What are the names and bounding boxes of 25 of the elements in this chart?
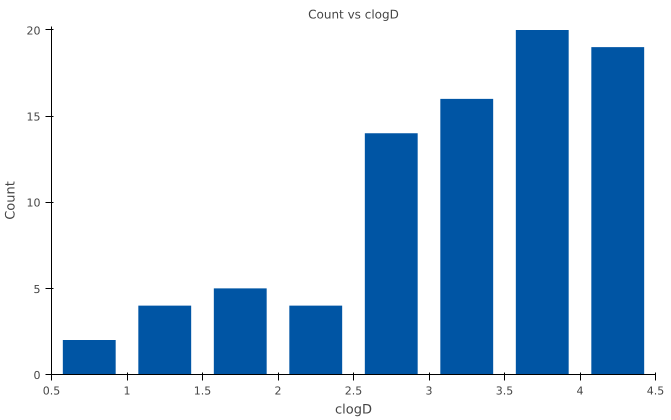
y-tick-label: 15	[26, 110, 41, 124]
y-tick-label: 20	[26, 24, 41, 38]
x-tick-label: 2	[274, 384, 282, 398]
y-tick-label: 10	[26, 196, 41, 210]
x-tick-label: 3	[426, 384, 432, 398]
bar	[440, 98, 494, 374]
y-axis-title: Count	[4, 181, 19, 220]
bar	[591, 47, 644, 374]
x-tick-label: 1.5	[194, 384, 212, 398]
bar	[138, 306, 192, 374]
x-tick-label: 4	[576, 384, 584, 398]
x-tick-label: 0.5	[42, 384, 60, 398]
x-axis-title: clogD	[335, 402, 372, 418]
chart-title: Count vs clogD	[308, 8, 399, 22]
bar	[214, 288, 267, 374]
bar	[62, 340, 116, 374]
x-tick-label: 1	[124, 384, 130, 398]
x-tick-label: 2.5	[344, 384, 362, 398]
y-tick-label: 0	[34, 369, 40, 382]
bar	[289, 306, 342, 374]
y-tick-label: 5	[34, 282, 40, 296]
bar	[364, 133, 418, 374]
x-tick-label: 4.5	[646, 384, 664, 398]
bar	[516, 30, 569, 374]
x-tick-label: 3.5	[496, 384, 514, 398]
